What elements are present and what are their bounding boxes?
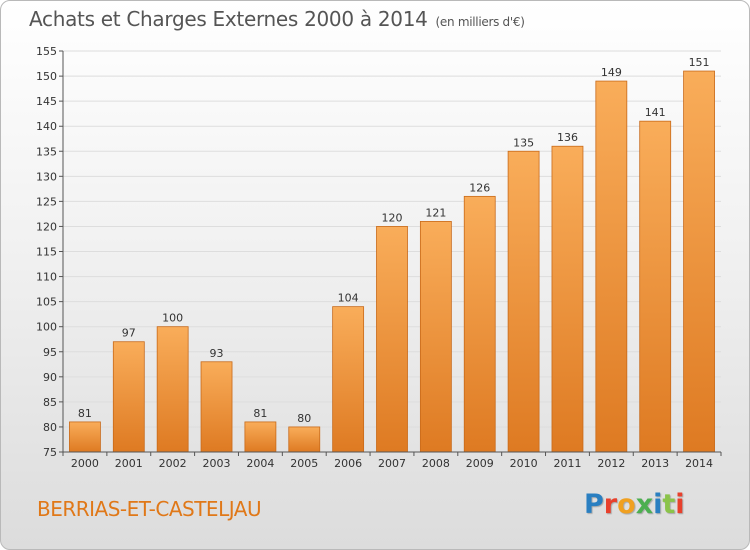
bar xyxy=(156,326,189,453)
x-tick-label: 2013 xyxy=(641,457,669,470)
chart-unit: (en milliers d'€) xyxy=(435,15,525,29)
logo-letter: r xyxy=(603,489,618,520)
bar xyxy=(332,306,365,453)
data-label: 151 xyxy=(689,56,710,69)
logo-letter: P xyxy=(584,489,604,520)
bar xyxy=(376,226,408,453)
x-tick-label: 2005 xyxy=(290,457,318,470)
x-tick-label: 2002 xyxy=(159,457,187,470)
bar xyxy=(595,80,628,453)
bar xyxy=(683,70,715,453)
data-label: 100 xyxy=(162,312,183,325)
x-tick-label: 2011 xyxy=(553,457,581,470)
y-tick-label: 145 xyxy=(36,95,57,108)
chart-title-text: Achats et Charges Externes 2000 à 2014 xyxy=(29,7,428,31)
y-tick-label: 155 xyxy=(36,45,57,58)
y-tick-label: 100 xyxy=(36,321,57,334)
x-tick-label: 2001 xyxy=(115,457,143,470)
data-label: 121 xyxy=(425,206,446,219)
data-label: 126 xyxy=(469,181,490,194)
x-tick-label: 2004 xyxy=(246,457,274,470)
data-label: 141 xyxy=(645,106,666,119)
data-label: 97 xyxy=(122,327,136,340)
y-axis-ticks: 75 80 85 90 95 100 105 110 115 120 125 130 135 140 145… xyxy=(36,45,63,459)
bar xyxy=(419,221,452,453)
data-label: 81 xyxy=(78,407,92,420)
data-label: 149 xyxy=(601,66,622,79)
bar xyxy=(551,145,584,453)
y-tick-label: 85 xyxy=(43,396,57,409)
bar xyxy=(507,150,540,453)
x-tick-label: 2008 xyxy=(422,457,450,470)
bars xyxy=(69,70,715,453)
bar xyxy=(639,120,672,453)
bar xyxy=(288,426,321,453)
bar xyxy=(112,341,145,453)
data-label: 136 xyxy=(557,131,578,144)
data-label: 93 xyxy=(210,347,224,360)
y-tick-label: 125 xyxy=(36,195,57,208)
bar xyxy=(463,195,496,453)
y-tick-label: 105 xyxy=(36,296,57,309)
y-tick-label: 80 xyxy=(43,421,57,434)
x-tick-label: 2009 xyxy=(466,457,494,470)
x-tick-label: 2012 xyxy=(597,457,625,470)
logo-letter: i xyxy=(675,489,685,520)
bar xyxy=(244,421,277,453)
x-tick-label: 2006 xyxy=(334,457,362,470)
chart-title: Achats et Charges Externes 2000 à 2014 (e… xyxy=(29,7,525,31)
data-label: 135 xyxy=(513,136,534,149)
bar xyxy=(69,421,101,453)
y-tick-label: 135 xyxy=(36,145,57,158)
data-labels: 81 97 100 93 81 80 104 120 121 126 135 136 149 141 151 xyxy=(78,56,710,425)
x-tick-label: 2007 xyxy=(378,457,406,470)
y-tick-label: 90 xyxy=(43,371,57,384)
bar xyxy=(200,361,233,453)
proxiti-logo: Proxiti xyxy=(584,489,685,520)
y-tick-label: 130 xyxy=(36,170,57,183)
y-tick-label: 140 xyxy=(36,120,57,133)
place-name: BERRIAS-ET-CASTELJAU xyxy=(37,497,262,521)
data-label: 81 xyxy=(253,407,267,420)
y-tick-label: 150 xyxy=(36,70,57,83)
logo-letter: i xyxy=(653,489,663,520)
x-tick-label: 2010 xyxy=(510,457,538,470)
data-label: 104 xyxy=(338,292,359,305)
logo-letter: t xyxy=(662,489,676,520)
x-axis-ticks: 2000 2001 2002 2003 2004 2005 2006 2007 2008 2009… xyxy=(62,452,722,470)
logo-letter: x xyxy=(635,489,654,520)
y-tick-label: 115 xyxy=(36,246,57,259)
logo-letter: o xyxy=(617,489,636,520)
data-label: 120 xyxy=(382,211,403,224)
y-tick-label: 75 xyxy=(43,446,57,459)
y-tick-label: 120 xyxy=(36,220,57,233)
x-tick-label: 2000 xyxy=(71,457,99,470)
data-label: 80 xyxy=(297,412,311,425)
x-tick-label: 2003 xyxy=(203,457,231,470)
y-tick-label: 95 xyxy=(43,346,57,359)
y-tick-label: 110 xyxy=(36,271,57,284)
x-tick-label: 2014 xyxy=(685,457,713,470)
